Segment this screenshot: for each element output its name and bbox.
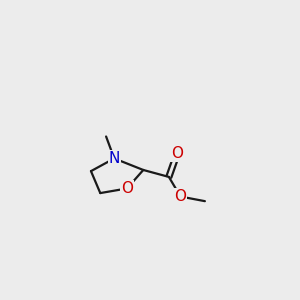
Text: O: O: [171, 146, 183, 161]
Text: O: O: [175, 189, 187, 204]
Text: N: N: [109, 151, 120, 166]
Text: O: O: [121, 181, 133, 196]
